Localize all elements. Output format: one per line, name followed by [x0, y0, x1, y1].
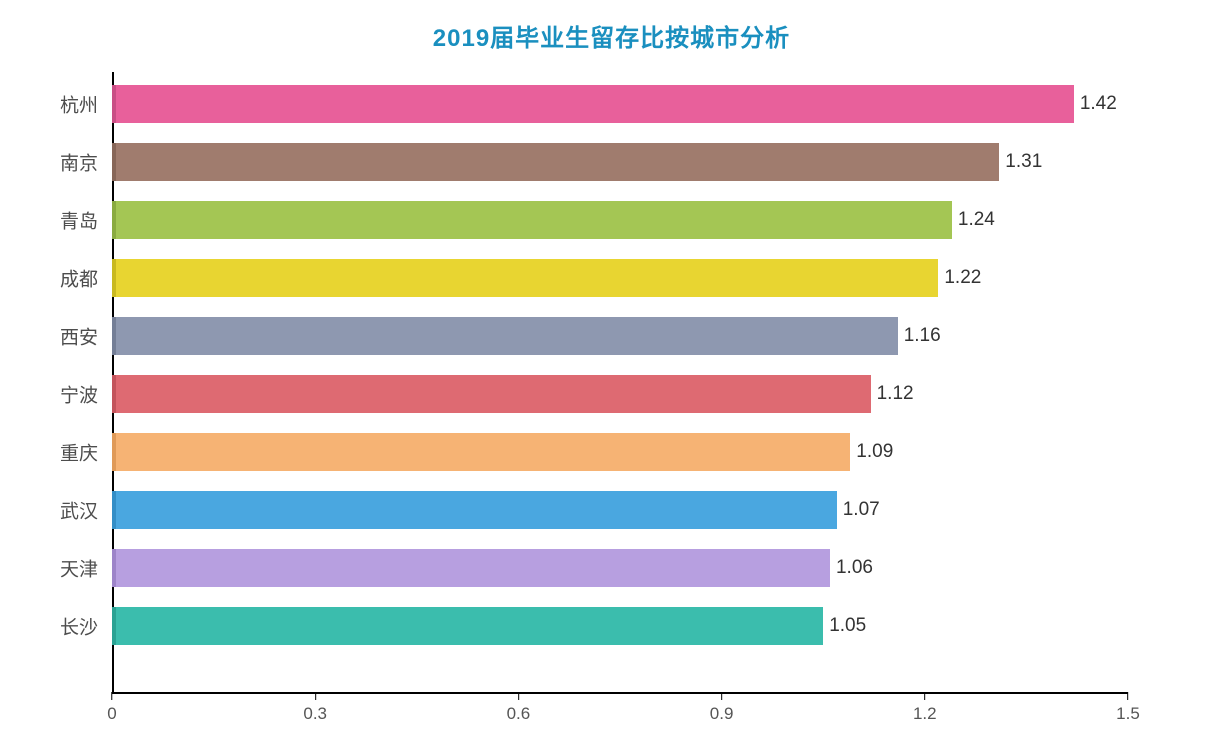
chart-title: 2019届毕业生留存比按城市分析 — [0, 18, 1223, 53]
x-tick-mark — [518, 692, 519, 700]
x-tick-label: 0 — [107, 704, 116, 724]
bar-edge — [112, 201, 116, 239]
bar-edge — [112, 433, 116, 471]
bar-row: 杭州1.42 — [112, 85, 1128, 123]
x-tick-mark — [924, 692, 925, 700]
bar-row: 南京1.31 — [112, 143, 1128, 181]
x-tick: 0.6 — [507, 692, 531, 724]
bar: 1.06 — [112, 549, 830, 587]
bar-category-label: 青岛 — [60, 207, 112, 234]
bar: 1.31 — [112, 143, 999, 181]
bar-category-label: 天津 — [60, 555, 112, 582]
x-tick-mark — [315, 692, 316, 700]
bar-value-label: 1.16 — [898, 325, 941, 347]
bar-value-label: 1.22 — [938, 267, 981, 289]
bar: 1.07 — [112, 491, 837, 529]
bar-value-label: 1.42 — [1074, 93, 1117, 115]
x-tick: 0.3 — [303, 692, 327, 724]
bar-edge — [112, 491, 116, 529]
bar-value-label: 1.12 — [871, 383, 914, 405]
bar: 1.12 — [112, 375, 871, 413]
x-tick: 1.2 — [913, 692, 937, 724]
bar-edge — [112, 85, 116, 123]
x-tick-label: 0.3 — [303, 704, 327, 724]
bar-row: 重庆1.09 — [112, 433, 1128, 471]
retention-bar-chart: 2019届毕业生留存比按城市分析 杭州1.42南京1.31青岛1.24成都1.2… — [0, 0, 1223, 745]
x-tick-label: 1.5 — [1116, 704, 1140, 724]
bar: 1.42 — [112, 85, 1074, 123]
bar-row: 武汉1.07 — [112, 491, 1128, 529]
bar-row: 长沙1.05 — [112, 607, 1128, 645]
bar-value-label: 1.24 — [952, 209, 995, 231]
bar: 1.05 — [112, 607, 823, 645]
bar-row: 宁波1.12 — [112, 375, 1128, 413]
bar-value-label: 1.31 — [999, 151, 1042, 173]
bar-category-label: 杭州 — [60, 91, 112, 118]
bar-edge — [112, 607, 116, 645]
bar-edge — [112, 317, 116, 355]
x-tick-mark — [721, 692, 722, 700]
bar-category-label: 武汉 — [60, 497, 112, 524]
bar-edge — [112, 375, 116, 413]
bar-category-label: 成都 — [60, 265, 112, 292]
bar: 1.16 — [112, 317, 898, 355]
x-tick-label: 0.9 — [710, 704, 734, 724]
bar-edge — [112, 259, 116, 297]
bar-value-label: 1.06 — [830, 557, 873, 579]
bar-value-label: 1.07 — [837, 499, 880, 521]
bar-row: 西安1.16 — [112, 317, 1128, 355]
bar: 1.24 — [112, 201, 952, 239]
x-tick: 0.9 — [710, 692, 734, 724]
plot-area: 杭州1.42 南京1.31 青岛1.24 成都1.22 西安1.16 宁波1.12 重庆1.… — [112, 72, 1128, 692]
bar: 1.09 — [112, 433, 850, 471]
bar-value-label: 1.09 — [850, 441, 893, 463]
x-tick-mark — [1127, 692, 1128, 700]
x-tick: 1.5 — [1116, 692, 1140, 724]
bar-row: 天津1.06 — [112, 549, 1128, 587]
bar: 1.22 — [112, 259, 938, 297]
bar-edge — [112, 143, 116, 181]
bar-category-label: 重庆 — [60, 439, 112, 466]
bar-category-label: 南京 — [60, 149, 112, 176]
x-tick-label: 1.2 — [913, 704, 937, 724]
bar-category-label: 长沙 — [60, 613, 112, 640]
x-tick-label: 0.6 — [507, 704, 531, 724]
bar-value-label: 1.05 — [823, 615, 866, 637]
x-axis-line — [112, 692, 1128, 694]
bar-category-label: 宁波 — [60, 381, 112, 408]
x-tick: 0 — [107, 692, 116, 724]
bar-category-label: 西安 — [60, 323, 112, 350]
bar-row: 青岛1.24 — [112, 201, 1128, 239]
bar-row: 成都1.22 — [112, 259, 1128, 297]
x-tick-mark — [112, 692, 113, 700]
bar-edge — [112, 549, 116, 587]
